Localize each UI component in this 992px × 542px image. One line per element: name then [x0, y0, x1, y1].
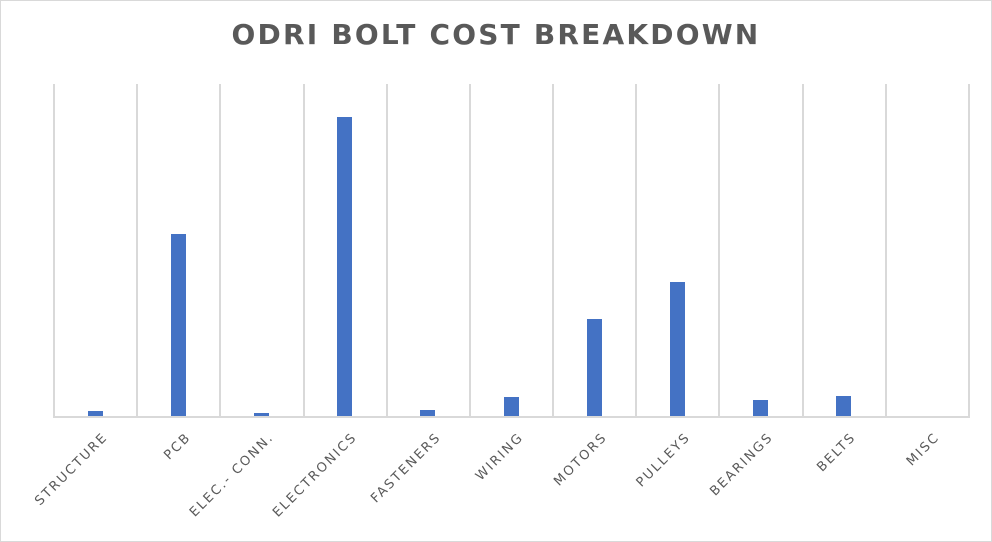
vertical-gridline — [386, 84, 388, 418]
bar-fasteners — [420, 410, 435, 416]
vertical-gridline — [968, 84, 970, 418]
vertical-gridline — [303, 84, 305, 418]
bar-pcb — [171, 234, 186, 416]
plot-area — [53, 84, 970, 418]
bar-bearings — [753, 400, 768, 416]
bar-structure — [88, 411, 103, 416]
bar-belts — [836, 396, 851, 416]
x-axis-line — [53, 416, 970, 418]
bar-pulleys — [670, 282, 685, 416]
bar-electronics — [337, 117, 352, 416]
vertical-gridline — [469, 84, 471, 418]
bar-motors — [587, 319, 602, 416]
vertical-gridline — [635, 84, 637, 418]
bar-wiring — [504, 397, 519, 416]
vertical-gridline — [219, 84, 221, 418]
vertical-gridline — [802, 84, 804, 418]
bar-elec-conn — [254, 413, 269, 416]
vertical-gridline — [885, 84, 887, 418]
vertical-gridline — [552, 84, 554, 418]
vertical-gridline — [718, 84, 720, 418]
chart-title: ODRI BOLT COST BREAKDOWN — [231, 18, 761, 51]
vertical-gridline — [53, 84, 55, 418]
vertical-gridline — [136, 84, 138, 418]
